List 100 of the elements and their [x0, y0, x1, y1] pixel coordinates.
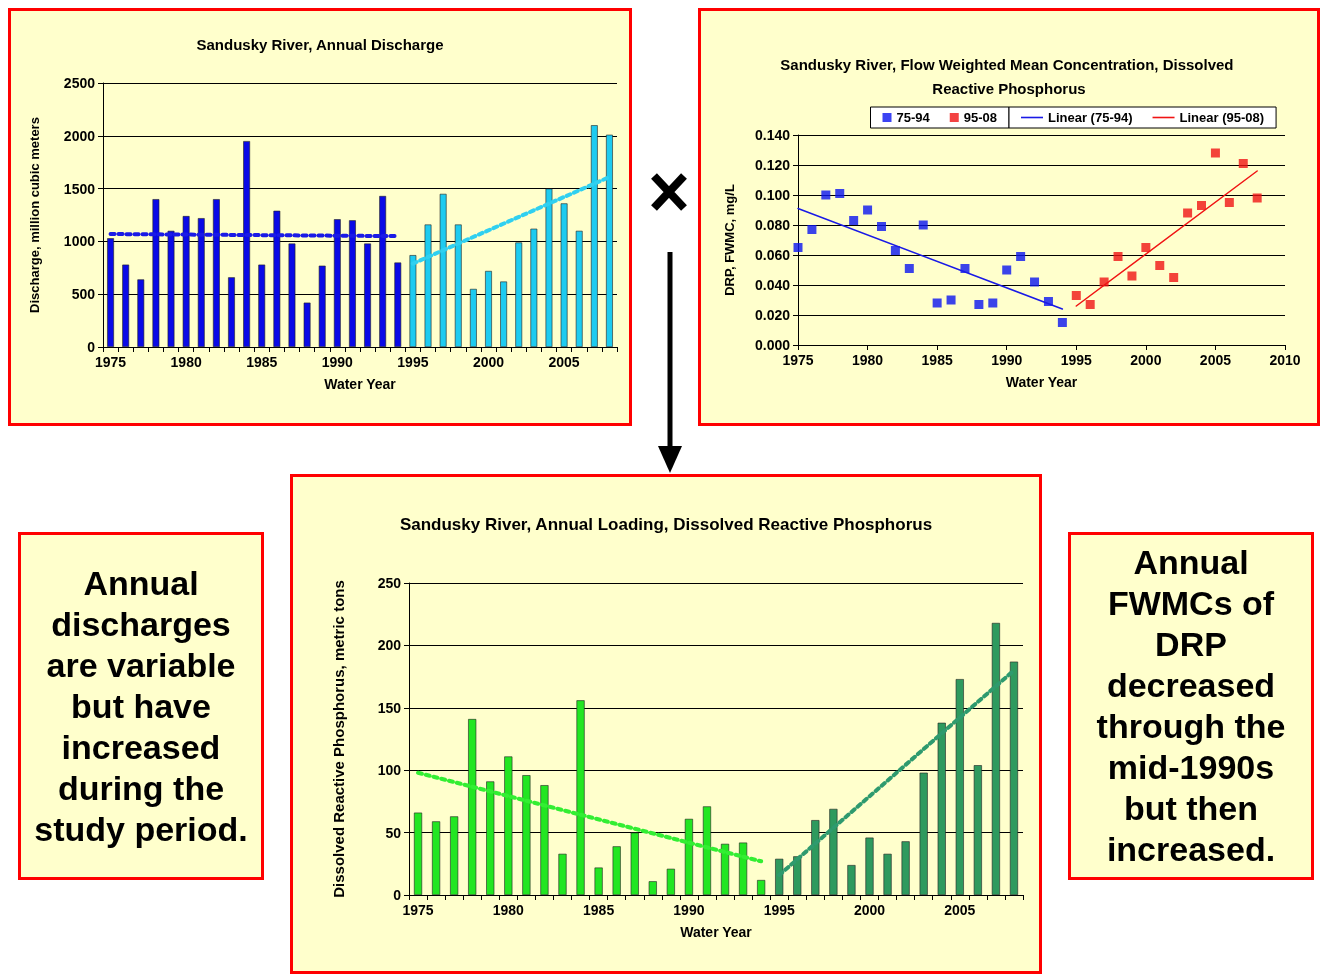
bar	[720, 843, 730, 895]
x-axis-title: Water Year	[680, 924, 753, 940]
x-tick-label: 1975	[782, 352, 814, 368]
x-axis-title: Water Year	[324, 376, 397, 392]
x-tick-label: 1990	[321, 354, 354, 370]
bar	[318, 265, 326, 347]
bar	[522, 775, 531, 895]
x-tick-label: 1995	[397, 354, 429, 370]
x-tick-label: 1980	[851, 352, 884, 368]
bar	[991, 622, 1000, 895]
point	[1141, 243, 1151, 252]
y-tick-label: 0	[87, 339, 96, 355]
point	[1238, 159, 1248, 168]
bar	[606, 134, 613, 347]
chart-title: Sandusky River, Annual Discharge	[196, 35, 444, 53]
y-tick-label: 2000	[63, 127, 96, 144]
legend-label: 75-94	[896, 110, 931, 125]
y-tick-label: 2500	[63, 75, 96, 91]
bar	[197, 218, 205, 347]
bar	[394, 262, 402, 347]
x-tick-label: 1995	[763, 902, 795, 918]
bar	[454, 224, 462, 347]
bar	[349, 220, 356, 347]
bar	[560, 203, 568, 347]
y-tick-label: 0.120	[754, 157, 791, 173]
point	[1071, 291, 1081, 300]
bar	[486, 781, 495, 895]
point	[876, 222, 886, 231]
point	[1127, 271, 1137, 281]
point	[932, 298, 942, 308]
bar	[243, 141, 251, 347]
point	[793, 243, 803, 252]
x-tick-label: 1985	[246, 354, 278, 370]
bar	[612, 846, 621, 895]
bar	[500, 281, 508, 347]
bar	[485, 270, 492, 347]
bar	[409, 255, 417, 347]
point	[1016, 252, 1026, 261]
bar	[152, 199, 160, 347]
point	[904, 264, 914, 273]
bar	[883, 853, 892, 895]
y-tick-label: 0.000	[754, 337, 791, 353]
point	[1057, 318, 1067, 327]
x-tick-label: 1975	[402, 902, 434, 918]
bar	[775, 858, 784, 895]
bar	[865, 837, 874, 895]
bar	[107, 238, 114, 347]
point	[1002, 265, 1012, 275]
bar	[702, 806, 712, 895]
bar	[757, 880, 766, 895]
bar	[540, 785, 549, 895]
point	[821, 190, 831, 200]
x-tick-label: 1980	[170, 354, 202, 370]
point	[974, 300, 984, 309]
y-tick-label: 0	[393, 887, 402, 903]
x-tick-label: 2005	[548, 354, 580, 370]
bar	[333, 219, 341, 347]
point	[946, 295, 956, 305]
bar	[530, 228, 538, 347]
point	[1169, 273, 1179, 282]
point	[988, 298, 998, 308]
bar	[167, 230, 175, 347]
bar	[1009, 661, 1019, 895]
bar	[515, 242, 523, 347]
point	[1252, 193, 1262, 203]
point	[890, 246, 900, 255]
bar	[739, 842, 748, 895]
x-tick-label: 2000	[1130, 352, 1162, 368]
bar	[558, 853, 567, 895]
legend-label: 95-08	[963, 110, 997, 125]
point	[1197, 201, 1207, 210]
point	[1030, 277, 1040, 287]
bar	[273, 210, 281, 347]
point	[849, 216, 859, 225]
x-tick-label: 2005	[1199, 352, 1232, 368]
bar	[469, 288, 477, 347]
bar	[847, 865, 856, 895]
point	[1183, 208, 1193, 218]
bar	[590, 125, 598, 347]
point	[1085, 300, 1095, 309]
y-tick-label: 0.140	[754, 127, 791, 143]
bar	[137, 279, 145, 347]
bar	[468, 719, 477, 895]
bar	[432, 821, 441, 895]
bar	[228, 277, 235, 347]
bar	[545, 188, 553, 347]
bar	[901, 841, 910, 895]
bar	[379, 195, 387, 347]
bar	[684, 818, 693, 895]
x-tick-label: 1990	[991, 352, 1023, 368]
bar	[303, 302, 311, 347]
point	[1224, 198, 1234, 207]
point	[1155, 261, 1165, 270]
bar	[955, 679, 964, 895]
bar	[630, 832, 639, 895]
y-tick-label: 100	[377, 762, 402, 779]
x-tick-label: 1985	[921, 352, 953, 368]
y-tick-label: 500	[71, 286, 96, 303]
bar	[413, 812, 423, 895]
bar	[594, 867, 603, 895]
